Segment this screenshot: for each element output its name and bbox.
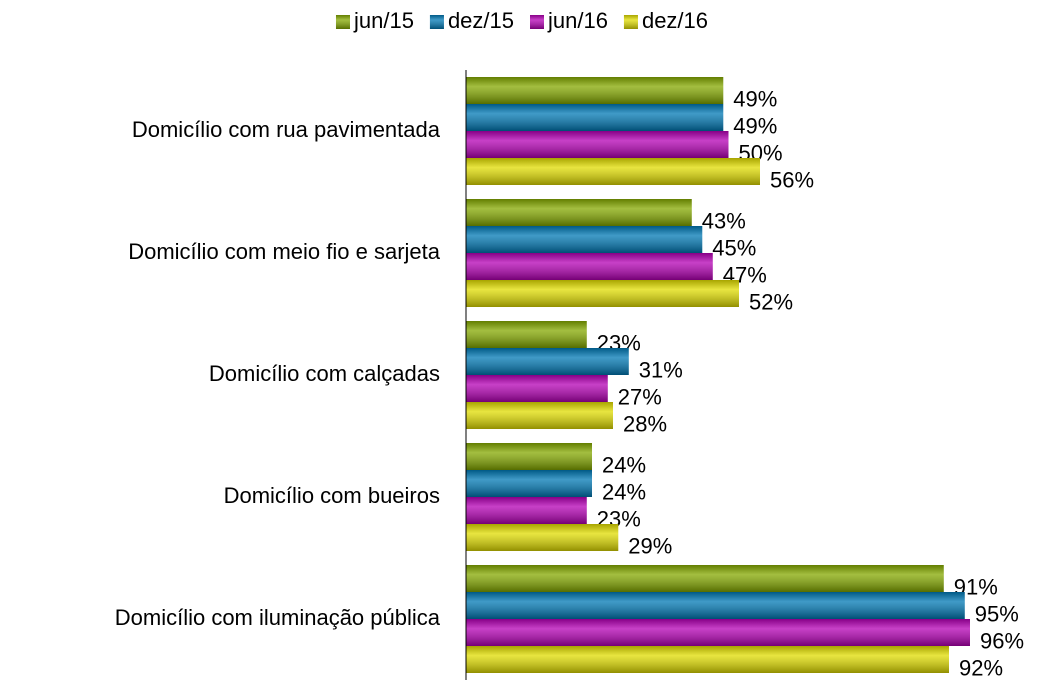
- category-label: Domicílio com iluminação pública: [115, 605, 441, 630]
- category-label: Domicílio com calçadas: [209, 361, 440, 386]
- legend-swatch-shade: [623, 15, 638, 29]
- data-label: 92%: [959, 655, 1003, 680]
- data-label: 56%: [770, 167, 814, 192]
- data-label: 43%: [702, 208, 746, 233]
- bar-shade: [466, 497, 587, 524]
- data-label: 28%: [623, 411, 667, 436]
- bar-shade: [466, 565, 944, 592]
- data-label: 31%: [639, 357, 683, 382]
- bar-shade: [466, 158, 760, 185]
- data-label: 45%: [712, 235, 756, 260]
- bar-shade: [466, 77, 724, 104]
- category-label: Domicílio com bueiros: [224, 483, 440, 508]
- bar-shade: [466, 443, 592, 470]
- data-label: 96%: [980, 628, 1024, 653]
- data-label: 24%: [602, 479, 646, 504]
- bar-shade: [466, 524, 619, 551]
- legend-swatch-shade: [429, 15, 444, 29]
- bar-shade: [466, 321, 587, 348]
- data-label: 24%: [602, 452, 646, 477]
- data-label: 49%: [733, 86, 777, 111]
- legend-label: dez/16: [642, 8, 708, 33]
- bar-shade: [466, 226, 703, 253]
- bar-shade: [466, 375, 608, 402]
- category-label: Domicílio com rua pavimentada: [132, 117, 441, 142]
- bar-shade: [466, 253, 713, 280]
- bar-shade: [466, 131, 729, 158]
- data-label: 49%: [733, 113, 777, 138]
- category-label: Domicílio com meio fio e sarjeta: [128, 239, 441, 264]
- bar-shade: [466, 646, 949, 673]
- data-label: 29%: [628, 533, 672, 558]
- legend-swatch-shade: [530, 15, 544, 29]
- legend-label: jun/15: [353, 8, 414, 33]
- bar-shade: [466, 592, 965, 619]
- legend-label: jun/16: [547, 8, 608, 33]
- bar-shade: [466, 470, 592, 497]
- legend-label: dez/15: [448, 8, 514, 33]
- data-label: 95%: [975, 601, 1019, 626]
- data-label: 27%: [618, 384, 662, 409]
- bar-shade: [466, 402, 613, 429]
- data-label: 52%: [749, 289, 793, 314]
- bar-shade: [466, 104, 724, 131]
- bar-shade: [466, 619, 970, 646]
- legend-swatch-shade: [335, 15, 350, 29]
- bar-shade: [466, 199, 692, 226]
- bar-shade: [466, 348, 629, 375]
- bar-shade: [466, 280, 739, 307]
